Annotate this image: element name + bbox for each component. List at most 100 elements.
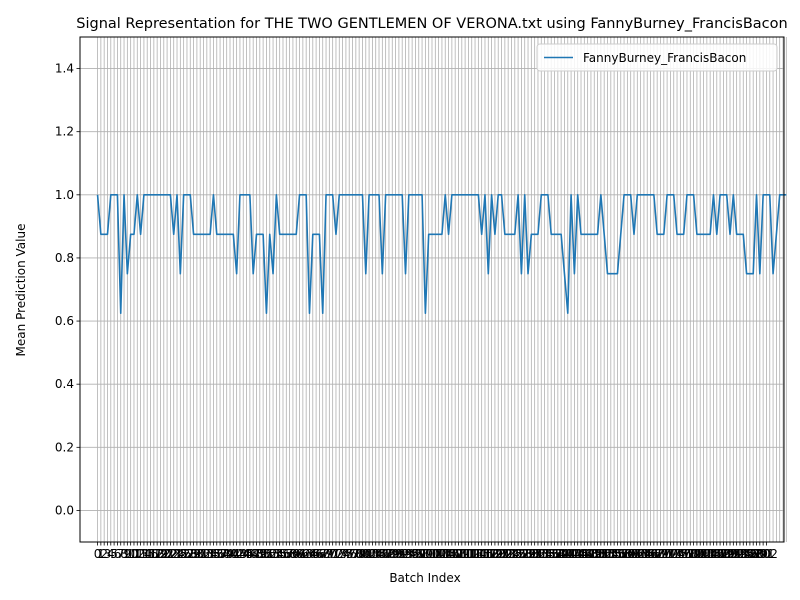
x-tick-label: 90 (388, 547, 403, 561)
x-tick-label: 102 (424, 547, 447, 561)
x-tick-label: 145 (566, 547, 589, 561)
x-tick-label: 163 (626, 547, 649, 561)
x-tick-label: 159 (613, 547, 636, 561)
x-tick-label: 194 (729, 547, 752, 561)
x-tick-label: 119 (480, 547, 503, 561)
x-tick-label: 81 (358, 547, 373, 561)
x-tick-label: 91 (391, 547, 406, 561)
x-tick-label: 186 (702, 547, 725, 561)
x-tick-label: 189 (712, 547, 735, 561)
x-tick-label: 13 (133, 547, 148, 561)
x-tick-label: 142 (556, 547, 579, 561)
x-tick-label: 24 (169, 547, 184, 561)
y-tick-label: 0.2 (55, 440, 74, 454)
x-tick-label: 66 (308, 547, 323, 561)
x-tick-label: 1 (97, 547, 105, 561)
x-tick-label: 180 (682, 547, 705, 561)
x-tick-label: 17 (146, 547, 161, 561)
x-tick-label: 177 (672, 547, 695, 561)
x-tick-label: 21 (159, 547, 174, 561)
x-tick-label: 44 (236, 547, 251, 561)
x-tick-label: 178 (676, 547, 699, 561)
x-tick-label: 45 (239, 547, 254, 561)
x-tick-label: 84 (368, 547, 383, 561)
x-tick-label: 96 (408, 547, 423, 561)
legend-box (536, 43, 778, 72)
x-tick-label: 201 (752, 547, 775, 561)
x-tick-label: 195 (732, 547, 755, 561)
x-tick-label: 60 (289, 547, 304, 561)
x-tick-label: 156 (603, 547, 626, 561)
x-tick-label: 25 (173, 547, 188, 561)
x-tick-label: 170 (649, 547, 672, 561)
x-tick-label: 65 (305, 547, 320, 561)
x-tick-label: 144 (563, 547, 586, 561)
x-tick-label: 36 (209, 547, 224, 561)
x-tick-label: 128 (510, 547, 533, 561)
x-tick-label: 0 (94, 547, 102, 561)
legend: FannyBurney_FrancisBacon (536, 43, 778, 72)
x-tick-label: 113 (460, 547, 483, 561)
x-tick-label: 105 (434, 547, 457, 561)
x-tick-label: 129 (513, 547, 536, 561)
x-tick-label: 121 (487, 547, 510, 561)
x-tick-label: 188 (709, 547, 732, 561)
x-tick-label: 182 (689, 547, 712, 561)
x-tick-label: 115 (467, 547, 490, 561)
x-tick-label: 51 (259, 547, 274, 561)
x-tick-label: 160 (616, 547, 639, 561)
x-tick-label: 20 (156, 547, 171, 561)
x-tick-label: 86 (375, 547, 390, 561)
x-tick-label: 69 (318, 547, 333, 561)
x-tick-label: 192 (722, 547, 745, 561)
x-tick-label: 41 (226, 547, 241, 561)
x-tick-label: 54 (269, 547, 284, 561)
x-tick-label: 164 (629, 547, 652, 561)
x-tick-label: 53 (265, 547, 280, 561)
x-tick-label: 4 (107, 547, 115, 561)
x-tick-label: 100 (417, 547, 440, 561)
x-tick-label: 39 (219, 547, 234, 561)
x-tick-label: 55 (272, 547, 287, 561)
x-tick-label: 173 (659, 547, 682, 561)
x-tick-label: 125 (500, 547, 523, 561)
x-tick-label: 34 (202, 547, 217, 561)
x-tick-label: 88 (381, 547, 396, 561)
x-tick-label: 42 (229, 547, 244, 561)
x-tick-label: 187 (705, 547, 728, 561)
x-tick-label: 111 (454, 547, 477, 561)
x-tick-label: 98 (414, 547, 429, 561)
x-tick-label: 80 (355, 547, 370, 561)
x-tick-label: 85 (371, 547, 386, 561)
y-tick-label: 0.6 (55, 314, 74, 328)
x-tick-label: 77 (345, 547, 360, 561)
y-axis-label: Mean Prediction Value (14, 224, 28, 357)
x-tick-label: 49 (252, 547, 267, 561)
x-tick-label: 101 (421, 547, 444, 561)
x-tick-label: 87 (378, 547, 393, 561)
x-tick-label: 118 (477, 547, 500, 561)
x-tick-label: 78 (348, 547, 363, 561)
x-tick-label: 135 (533, 547, 556, 561)
x-tick-label: 171 (652, 547, 675, 561)
x-tick-label: 12 (130, 547, 145, 561)
x-tick-label: 59 (285, 547, 300, 561)
x-tick-label: 58 (282, 547, 297, 561)
x-tick-label: 137 (540, 547, 563, 561)
x-tick-label: 33 (199, 547, 214, 561)
x-tick-label: 62 (295, 547, 310, 561)
x-tick-label: 112 (457, 547, 480, 561)
x-axis-ticks: 0123456789101112131415161718192021222324… (94, 542, 778, 561)
x-tick-label: 9 (124, 547, 132, 561)
x-tick-label: 162 (623, 547, 646, 561)
x-tick-label: 174 (662, 547, 685, 561)
x-tick-label: 169 (646, 547, 669, 561)
x-tick-label: 143 (560, 547, 583, 561)
x-tick-label: 134 (530, 547, 553, 561)
x-tick-label: 152 (589, 547, 612, 561)
x-tick-label: 63 (299, 547, 314, 561)
x-tick-label: 27 (179, 547, 194, 561)
x-tick-label: 83 (365, 547, 380, 561)
x-tick-label: 166 (636, 547, 659, 561)
